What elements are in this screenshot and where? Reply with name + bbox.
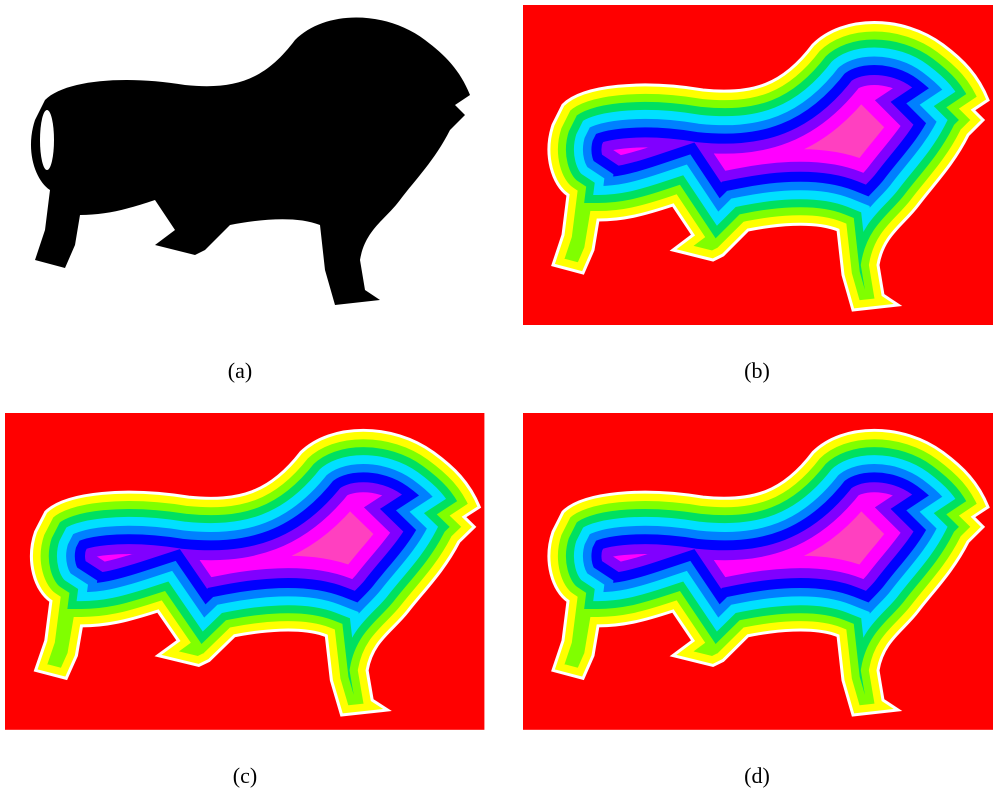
- panel-d: [523, 413, 993, 730]
- panel-label: (a): [228, 358, 252, 383]
- panel-label: (c): [233, 763, 257, 788]
- panel-label: (b): [744, 358, 770, 383]
- panel-c: [5, 413, 484, 730]
- panel-b: [523, 5, 993, 325]
- panel-a: [30, 17, 470, 305]
- panel-label: (d): [744, 763, 770, 788]
